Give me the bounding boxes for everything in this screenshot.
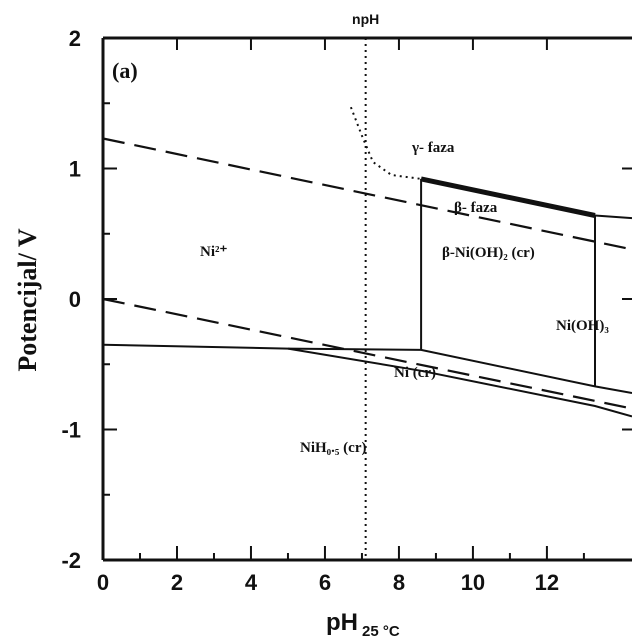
y-tick-label: 0 <box>69 287 81 312</box>
boundary-line-dashed <box>102 137 632 251</box>
x-tick-label: 6 <box>319 570 331 595</box>
x-tick-label: 0 <box>97 570 109 595</box>
y-tick-label: -2 <box>61 548 81 573</box>
x-axis-ticks: 0 2 4 6 8 10 12 <box>97 38 585 595</box>
x-axis-title-main: pH <box>326 609 358 636</box>
region-label-ni-oh3: Ni(OH)₃ <box>556 318 609 334</box>
x-tick-label: 12 <box>535 570 559 595</box>
boundary-line-solid <box>287 347 632 418</box>
x-tick-label: 8 <box>393 570 405 595</box>
boundary-line-solid <box>102 343 632 394</box>
nph-label: npH <box>352 11 379 27</box>
y-tick-label: 1 <box>69 157 81 182</box>
y-tick-label: -1 <box>61 418 81 443</box>
y-tick-label: 2 <box>69 26 81 51</box>
boundary-lines <box>102 106 632 418</box>
x-axis-title-sub: 25 °C <box>362 623 400 640</box>
y-axis-title: Potencijal/ V <box>13 228 42 371</box>
boundary-line-dotted <box>349 106 422 180</box>
y-axis-ticks: 2 1 0 -1 -2 <box>61 26 632 573</box>
region-label-beta-ni-oh: β-Ni(OH)₂ (cr) <box>442 245 535 261</box>
panel-label: (a) <box>112 58 138 83</box>
region-label-gamma: γ- faza <box>411 140 455 156</box>
plot-frame <box>101 36 632 562</box>
region-label-nih: NiH₀.₅ (cr) <box>300 440 366 456</box>
x-axis-title: pH 25 °C <box>326 609 400 640</box>
boundary-line-solid <box>594 214 632 220</box>
x-tick-label: 10 <box>461 570 485 595</box>
x-tick-label: 2 <box>171 570 183 595</box>
region-label-beta: β- faza <box>454 200 498 216</box>
region-label-ni-cr: Ni (cr) <box>394 365 436 381</box>
boundary-line-thick <box>420 176 596 218</box>
region-label-ni2: Ni²⁺ <box>200 244 227 260</box>
x-tick-label: 4 <box>245 570 258 595</box>
boundary-line-dashed <box>102 297 632 410</box>
